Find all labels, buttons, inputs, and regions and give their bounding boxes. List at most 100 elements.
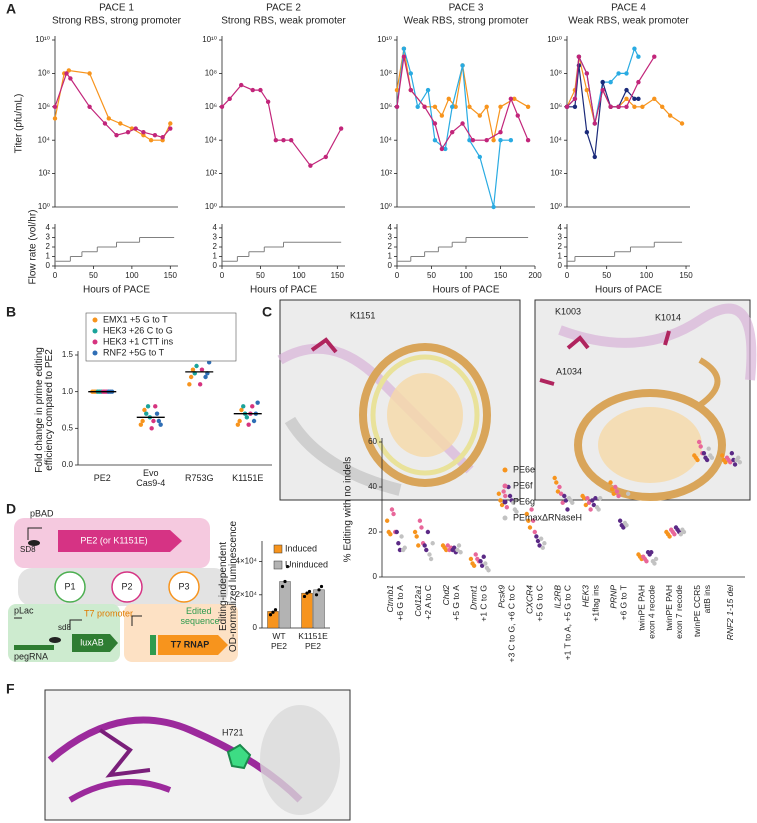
data-point bbox=[199, 367, 205, 372]
diagram-label: T7 promoter bbox=[84, 608, 133, 618]
data-point bbox=[52, 116, 58, 121]
data-point bbox=[401, 54, 407, 59]
data-point bbox=[479, 563, 485, 568]
data-point bbox=[455, 547, 460, 553]
data-point bbox=[529, 507, 534, 512]
data-point bbox=[624, 87, 629, 93]
replicate-point bbox=[273, 608, 278, 612]
data-point bbox=[679, 121, 685, 126]
data-point bbox=[695, 457, 700, 463]
data-point bbox=[491, 138, 496, 143]
x-tick-label: HEK3+1flag ins bbox=[581, 585, 601, 622]
x-tick-label: twinPE PAHexon 7 recode bbox=[664, 585, 684, 639]
diagram-label: pBAD bbox=[30, 508, 54, 518]
legend-marker bbox=[502, 499, 508, 505]
data-point bbox=[473, 552, 478, 557]
x-tick-label: K1151E bbox=[232, 473, 263, 483]
data-point bbox=[736, 455, 741, 460]
data-point bbox=[592, 154, 597, 160]
data-point bbox=[557, 484, 562, 490]
data-point bbox=[672, 532, 677, 537]
y-tick-label: 1.5 bbox=[62, 350, 74, 359]
data-point bbox=[698, 444, 703, 449]
diagram-label: SD8 bbox=[20, 545, 36, 554]
chart-title: PACE 4 bbox=[611, 3, 646, 14]
data-point bbox=[152, 132, 158, 138]
data-point bbox=[444, 547, 449, 553]
data-point bbox=[102, 121, 108, 126]
data-point bbox=[149, 426, 154, 431]
diagram-label: PE2 (or K1151E) bbox=[80, 535, 147, 545]
data-point bbox=[732, 462, 738, 467]
y-tick-label: 10⁸ bbox=[205, 69, 217, 78]
bar bbox=[279, 581, 291, 629]
y-tick-label: 1 bbox=[558, 252, 563, 261]
y-tick-label: 10⁰ bbox=[205, 202, 217, 211]
data-point bbox=[114, 132, 119, 138]
data-point bbox=[632, 104, 637, 110]
data-point bbox=[138, 422, 144, 427]
data-point bbox=[484, 138, 489, 143]
y-tick-label: 2 bbox=[558, 242, 563, 251]
data-point bbox=[190, 367, 196, 372]
x-tick-label: +1flag ins bbox=[591, 585, 601, 622]
y-tick-label: 60 bbox=[368, 437, 377, 446]
x-tick-label: Evo Cas9-4 bbox=[136, 468, 165, 488]
data-point bbox=[467, 104, 472, 110]
data-point bbox=[446, 96, 451, 102]
data-point bbox=[504, 505, 510, 510]
x-tick-label: Ctnnb1 bbox=[385, 585, 395, 613]
chart-title: PACE 1 bbox=[99, 3, 134, 14]
data-point bbox=[507, 493, 513, 499]
data-point bbox=[484, 104, 489, 110]
legend-swatch bbox=[273, 560, 283, 570]
x-tick-label: twinPE PAHexon 4 recode bbox=[637, 585, 657, 639]
data-point bbox=[728, 460, 733, 465]
x-tick-label: +5 G to A bbox=[451, 585, 461, 621]
data-point bbox=[508, 138, 514, 143]
data-point bbox=[430, 541, 435, 546]
data-point bbox=[593, 496, 598, 501]
data-point bbox=[251, 418, 257, 424]
data-point bbox=[632, 46, 637, 51]
data-point bbox=[255, 400, 260, 405]
data-point bbox=[527, 525, 533, 530]
data-point bbox=[64, 71, 69, 76]
data-point bbox=[443, 146, 448, 152]
x-tick-label: exon 4 recode bbox=[647, 585, 657, 639]
replicate-point bbox=[268, 613, 273, 617]
replicate-point bbox=[283, 579, 287, 584]
data-point bbox=[498, 138, 503, 143]
x-tick-label: IL2RB+1 T to A, +5 G to C bbox=[553, 585, 573, 661]
data-point bbox=[453, 104, 458, 110]
legend-marker bbox=[92, 317, 98, 323]
y-tick-label: 20 bbox=[368, 527, 377, 536]
x-tick-label: PRNP+6 G to T bbox=[609, 585, 629, 621]
y-tick-label: 2 bbox=[46, 242, 51, 251]
x-tick-label: twinPE PAH bbox=[637, 585, 647, 631]
y-axis-label: efficiency compared to PE2 bbox=[44, 349, 55, 471]
data-point bbox=[636, 79, 641, 85]
y-tick-label: 0 bbox=[46, 261, 51, 270]
data-point bbox=[560, 500, 565, 505]
x-tick-label: Ctnnb1+6 G to A bbox=[385, 585, 405, 621]
data-point bbox=[394, 87, 400, 93]
residue-label: H721 bbox=[222, 727, 244, 737]
data-point bbox=[624, 523, 629, 528]
x-tick-label: PRNP bbox=[609, 585, 619, 609]
data-point bbox=[729, 451, 735, 456]
data-point bbox=[408, 71, 413, 76]
data-point bbox=[616, 104, 621, 110]
data-point bbox=[118, 121, 123, 126]
data-point bbox=[600, 87, 605, 93]
replicate-point bbox=[280, 584, 285, 589]
data-point bbox=[584, 71, 590, 76]
y-tick-label: 10⁴ bbox=[38, 135, 51, 144]
data-point bbox=[585, 496, 590, 501]
data-point bbox=[592, 121, 597, 126]
data-point bbox=[532, 529, 537, 535]
data-point bbox=[636, 54, 641, 59]
data-point bbox=[450, 130, 455, 135]
y-tick-label: 0 bbox=[213, 261, 218, 270]
x-tick-label: 0 bbox=[220, 271, 225, 280]
